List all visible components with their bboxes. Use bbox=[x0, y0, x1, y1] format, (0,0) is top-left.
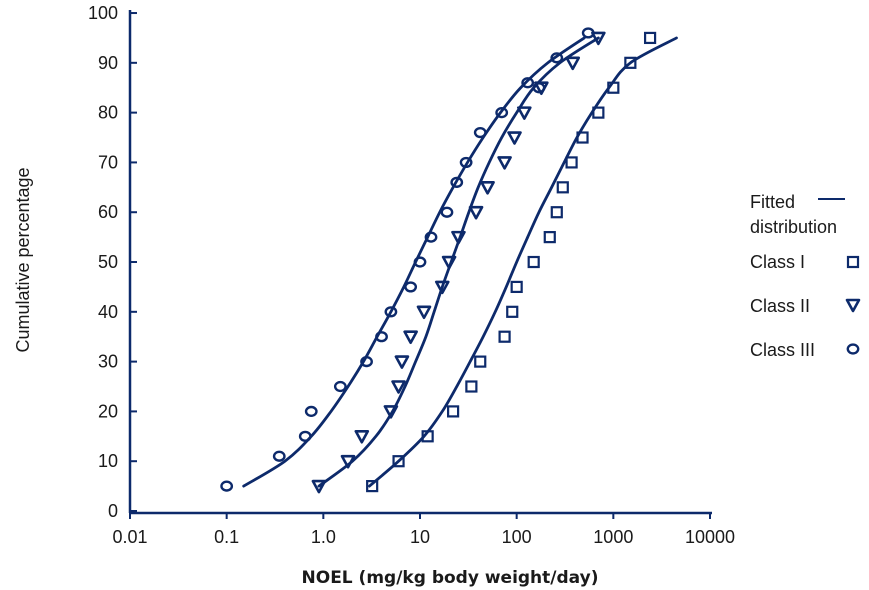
data-point-class-iii bbox=[404, 281, 418, 293]
data-point-class-ii bbox=[441, 255, 457, 270]
y-tick-label: 50 bbox=[98, 252, 118, 272]
data-point-class-iii bbox=[550, 52, 564, 64]
legend-class-ii-label: Class II bbox=[750, 296, 810, 316]
legend-class-i-marker bbox=[846, 255, 860, 269]
data-point-class-iii bbox=[384, 306, 398, 318]
y-tick-label: 30 bbox=[98, 352, 118, 372]
y-tick-label: 100 bbox=[88, 3, 118, 23]
legend-class-iii-label: Class III bbox=[750, 340, 815, 360]
data-point-class-i bbox=[465, 380, 478, 393]
data-point-class-i bbox=[607, 81, 620, 94]
legend-class-i-label: Class I bbox=[750, 252, 805, 272]
data-point-class-iii bbox=[413, 256, 427, 268]
data-point-class-i bbox=[527, 255, 540, 269]
data-point-class-iii bbox=[375, 331, 388, 343]
data-point-class-iii bbox=[360, 356, 373, 368]
data-point-class-i bbox=[592, 106, 605, 119]
legend-fitted-label-line2: distribution bbox=[750, 217, 837, 237]
data-point-class-iii bbox=[521, 77, 535, 89]
data-point-class-iii bbox=[424, 231, 438, 243]
legend-marker-shape-class-i bbox=[846, 255, 860, 269]
data-point-class-i bbox=[510, 280, 523, 294]
data-point-class-ii bbox=[391, 380, 406, 394]
y-tick-label: 70 bbox=[98, 152, 118, 172]
data-point-class-ii bbox=[497, 156, 512, 170]
data-point-class-iii bbox=[473, 126, 487, 139]
data-point-class-ii bbox=[591, 31, 606, 46]
data-point-class-iii bbox=[304, 405, 318, 418]
x-tick-label: 0.1 bbox=[214, 527, 239, 547]
data-point-class-ii bbox=[383, 405, 399, 419]
legend-marker-shape-class-ii bbox=[845, 298, 861, 313]
x-tick-label: 100 bbox=[502, 527, 532, 547]
y-tick-label: 80 bbox=[98, 103, 118, 123]
fitted-curve-class-i bbox=[368, 36, 678, 488]
fitted-curves bbox=[242, 36, 678, 488]
data-point-class-i bbox=[498, 330, 511, 343]
data-point-class-i bbox=[576, 131, 589, 144]
data-point-class-ii bbox=[394, 355, 410, 369]
data-point-class-iii bbox=[333, 380, 347, 393]
data-point-class-iii bbox=[495, 107, 509, 119]
data-point-class-ii bbox=[340, 454, 356, 469]
data-point-class-i bbox=[474, 355, 487, 368]
data-point-class-ii bbox=[451, 230, 466, 245]
data-point-class-ii bbox=[517, 106, 532, 120]
x-tick-label: 10000 bbox=[685, 527, 735, 547]
data-point-class-ii bbox=[434, 280, 450, 295]
data-point-class-i bbox=[421, 430, 434, 443]
data-point-class-i bbox=[624, 56, 637, 69]
legend-class-iii-marker bbox=[846, 343, 860, 355]
x-tick-label: 1000 bbox=[593, 527, 633, 547]
data-point-class-ii bbox=[468, 205, 484, 220]
data-point-class-i bbox=[366, 480, 379, 493]
y-tick-label: 10 bbox=[98, 451, 118, 471]
data-point-class-iii bbox=[440, 206, 454, 218]
legend: Fitted distribution Class I Class II Cla… bbox=[750, 192, 861, 360]
data-point-class-i bbox=[506, 305, 519, 318]
data-point-class-i bbox=[392, 455, 405, 468]
data-markers bbox=[220, 27, 657, 494]
x-tick-label: 10 bbox=[410, 527, 430, 547]
data-point-class-iii bbox=[450, 176, 464, 188]
x-tick-label: 0.01 bbox=[112, 527, 147, 547]
data-point-class-ii bbox=[354, 430, 370, 444]
y-tick-label: 20 bbox=[98, 401, 118, 421]
data-point-class-iii bbox=[272, 450, 286, 462]
data-point-class-ii bbox=[507, 131, 522, 145]
data-point-class-ii bbox=[565, 56, 581, 71]
y-axis-ticks: 0 10 20 30 40 50 60 70 80 90 100 bbox=[88, 3, 137, 521]
data-point-class-iii bbox=[298, 430, 312, 442]
y-tick-label: 40 bbox=[98, 302, 118, 322]
data-point-class-i bbox=[643, 31, 657, 45]
y-tick-label: 0 bbox=[108, 501, 118, 521]
legend-marker-shape-class-iii bbox=[846, 343, 860, 355]
data-point-class-iii bbox=[532, 82, 546, 94]
data-point-class-ii bbox=[403, 330, 418, 345]
data-point-class-i bbox=[543, 231, 556, 244]
x-axis-title: NOEL (mg/kg body weight/day) bbox=[302, 568, 599, 588]
fitted-curve-class-ii bbox=[317, 36, 600, 488]
data-point-class-i bbox=[550, 206, 563, 219]
legend-fitted-label-line1: Fitted bbox=[750, 192, 795, 212]
data-point-class-ii bbox=[311, 479, 327, 494]
x-axis-ticks: 0.01 0.1 1.0 10 100 1000 10000 bbox=[112, 513, 735, 547]
data-point-class-ii bbox=[480, 181, 495, 195]
data-point-class-i bbox=[565, 156, 578, 169]
data-point-class-iii bbox=[220, 480, 234, 492]
x-tick-label: 1.0 bbox=[311, 527, 336, 547]
data-point-class-iii bbox=[459, 156, 473, 169]
data-point-class-ii bbox=[416, 305, 432, 320]
data-point-class-i bbox=[447, 405, 460, 418]
data-point-class-iii bbox=[581, 27, 595, 39]
y-tick-label: 60 bbox=[98, 202, 118, 222]
y-tick-label: 90 bbox=[98, 53, 118, 73]
data-point-class-i bbox=[556, 181, 569, 194]
legend-class-ii-marker bbox=[845, 298, 861, 313]
y-axis-title: Cumulative percentage bbox=[13, 167, 33, 352]
